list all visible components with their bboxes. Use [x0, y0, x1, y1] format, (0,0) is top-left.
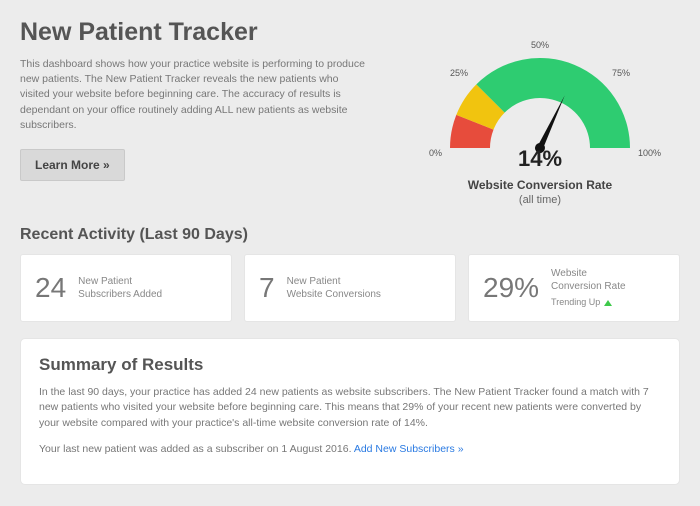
gauge-value: 14% [400, 146, 680, 172]
gauge-tick-75: 75% [612, 68, 630, 78]
gauge-tick-50: 50% [531, 40, 549, 50]
stat-label: New Patient Subscribers Added [78, 275, 162, 301]
stat-card-conversions: 7 New Patient Website Conversions [244, 254, 456, 322]
stat-card-subscribers: 24 New Patient Subscribers Added [20, 254, 232, 322]
stat-value: 29% [483, 274, 539, 302]
page-description: This dashboard shows how your practice w… [20, 57, 370, 133]
recent-activity-heading: Recent Activity (Last 90 Days) [20, 226, 680, 244]
summary-paragraph-1: In the last 90 days, your practice has a… [39, 385, 661, 432]
stat-label: New Patient Website Conversions [287, 275, 381, 301]
gauge-label: Website Conversion Rate [400, 178, 680, 192]
summary-paragraph-2: Your last new patient was added as a sub… [39, 442, 661, 458]
gauge-sublabel: (all time) [400, 194, 680, 206]
stat-card-rate: 29% Website Conversion Rate Trending Up [468, 254, 680, 322]
add-subscribers-link[interactable]: Add New Subscribers » [354, 443, 464, 455]
summary-heading: Summary of Results [39, 355, 661, 375]
stat-value: 7 [259, 274, 275, 302]
trend-indicator: Trending Up [551, 297, 625, 309]
summary-panel: Summary of Results In the last 90 days, … [20, 338, 680, 485]
conversion-gauge: 0% 25% 50% 75% 100% 14% Website Conversi… [400, 18, 680, 206]
page-title: New Patient Tracker [20, 18, 380, 47]
trend-up-icon [604, 300, 612, 306]
stat-label: Website Conversion Rate Trending Up [551, 267, 625, 309]
gauge-tick-25: 25% [450, 68, 468, 78]
stat-value: 24 [35, 274, 66, 302]
learn-more-button[interactable]: Learn More » [20, 149, 125, 181]
